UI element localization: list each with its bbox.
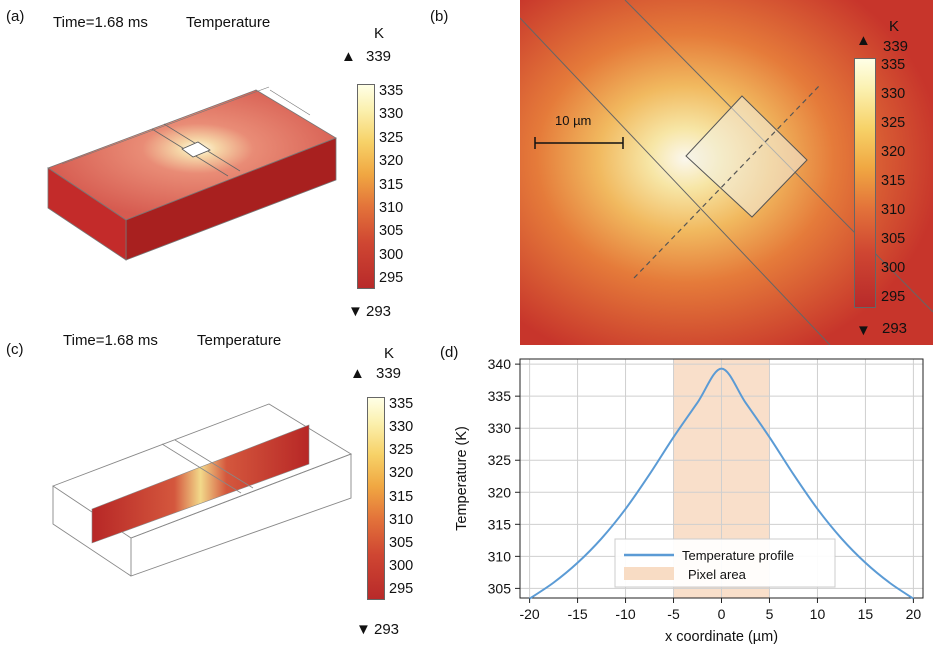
panel-c-label: (c) [6,341,24,358]
panel-a-colorbar-ticks: 335 330 325 320 315 310 305 300 295 [379,83,409,287]
scale-bar-label: 10 µm [555,113,592,128]
panel-b-colorbar [854,58,876,308]
panel-b-unit: K [889,18,900,35]
block-line-4 [269,89,311,116]
temperature-profile-line [529,367,914,600]
y-axis-label: Temperature (K) [454,426,470,531]
panel-a-unit: K [374,25,385,42]
x-tick-label: 5 [766,606,774,622]
wireframe-front [130,453,352,577]
pixel-square [181,141,211,158]
y-tick-label: 315 [488,516,512,532]
panel-a-label: (a) [6,8,25,25]
colorbar-tick-label: 305 [389,534,414,551]
colorbar-tick-label: 330 [379,106,404,123]
x-tick-label: -5 [667,606,680,622]
y-tick-label: 305 [488,580,512,596]
y-tick-label: 330 [488,420,512,436]
wireframe-line-1 [161,443,242,494]
x-tick-label: 15 [858,606,874,622]
colorbar-tick-label: 335 [379,83,404,99]
panel-b-colorbar-ticks: 335 330 325 320 315 310 305 300 295 [881,57,911,306]
colorbar-tick-label: 315 [379,176,404,193]
y-tick-label: 340 [488,356,512,372]
y-tick-label: 335 [488,388,512,404]
colorbar-tick-label: 310 [881,202,906,218]
wireframe-left [52,486,132,577]
y-tick-label: 320 [488,484,512,500]
colorbar-tick-label: 335 [881,57,906,73]
x-axis-label: x coordinate (µm) [665,629,778,645]
colorbar-tick-label: 320 [389,465,414,482]
panel-b-heatmap: 10 µm K ▲ 339 335 330 325 320 315 310 305 300 29… [520,0,933,345]
y-tick-label: 325 [488,452,512,468]
colorbar-tick-label: 295 [881,289,906,305]
panel-b-label: (b) [430,8,449,25]
block-left-face [47,167,127,261]
strip-edge-1 [520,17,831,345]
colorbar-tick-label: 295 [379,270,404,286]
legend-label-pixel-area: Pixel area [688,567,747,582]
x-tick-label: 20 [906,606,922,622]
temperature-cut-plane [91,424,310,544]
colorbar-tick-label: 300 [881,260,906,276]
panel-c-cb-min: 293 [374,621,400,638]
panel-c-time: Time=1.68 ms [63,332,158,349]
legend-area-swatch [624,567,674,580]
colorbar-tick-label: 335 [389,396,414,412]
panel-a-cb-min: 293 [366,303,392,320]
colorbar-tick-label: 305 [379,223,404,240]
colorbar-tick-label: 305 [881,231,906,247]
panel-c-cb-max: 339 [376,365,402,382]
colorbar-tick-label: 310 [389,511,414,528]
triangle-up-icon: ▲ [856,32,871,49]
colorbar-tick-label: 320 [881,144,906,160]
panel-d-label: (d) [440,344,459,361]
x-tick-label: -20 [519,606,539,622]
colorbar-tick-label: 325 [389,442,414,459]
panel-a-cb-max: 339 [366,48,392,65]
panel-a-3d-block [47,86,337,261]
x-tick-label: -10 [615,606,635,622]
temperature-profile-chart: -20 -15 -10 -5 0 5 10 15 20 305 310 315 320 325 330 335… [454,356,924,645]
panel-c-unit: K [384,345,395,362]
panel-a-quantity: Temperature [186,14,271,31]
panel-a-time: Time=1.68 ms [53,14,148,31]
panel-c-quantity: Temperature [197,332,282,349]
colorbar-tick-label: 325 [379,129,404,146]
colorbar-tick-label: 325 [881,115,906,131]
x-tick-label: 0 [718,606,726,622]
panel-a-colorbar [357,84,375,289]
panel-b-cb-max: 339 [883,38,909,55]
legend-label-profile: Temperature profile [682,548,794,563]
panel-c-3d-cut [52,403,353,577]
colorbar-tick-label: 315 [389,488,414,505]
triangle-up-icon: ▲ [341,48,356,65]
panel-c-colorbar-ticks: 335 330 325 320 315 310 305 300 295 [389,396,419,598]
triangle-down-icon: ▼ [856,322,871,339]
panel-c-colorbar [367,397,385,600]
colorbar-tick-label: 300 [389,557,414,574]
colorbar-tick-label: 310 [379,199,404,216]
colorbar-tick-label: 295 [389,581,414,597]
x-tick-label: -15 [567,606,587,622]
colorbar-tick-label: 320 [379,153,404,170]
colorbar-tick-label: 315 [881,173,906,189]
panel-b-cb-min: 293 [882,320,908,337]
colorbar-tick-label: 330 [389,419,414,436]
x-tick-label: 10 [810,606,826,622]
block-line-3 [61,86,270,165]
pixel-region [685,95,808,218]
colorbar-tick-label: 300 [379,246,404,263]
triangle-down-icon: ▼ [348,303,363,320]
y-tick-label: 310 [488,548,512,564]
wireframe-line-2 [174,439,254,489]
triangle-up-icon: ▲ [350,365,365,382]
colorbar-tick-label: 330 [881,86,906,102]
triangle-down-icon: ▼ [356,621,371,638]
